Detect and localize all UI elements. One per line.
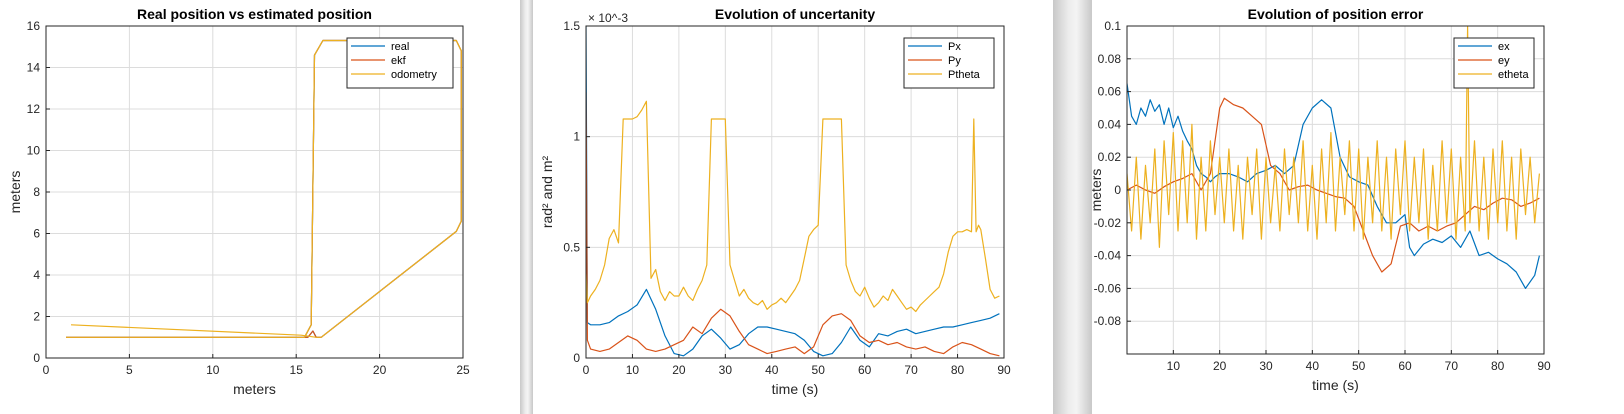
x-tick-label: 50	[1352, 359, 1366, 373]
legend-label-ey: ey	[1498, 55, 1510, 67]
y-tick-label: 0	[573, 351, 580, 365]
y-tick-label: 0.5	[563, 240, 580, 254]
legend-label-etheta: etheta	[1498, 69, 1529, 81]
y-tick-label: 0	[33, 351, 40, 365]
panel-divider-2	[1053, 0, 1092, 414]
legend-label-ex: ex	[1498, 41, 1510, 53]
y-tick-label: 6	[33, 227, 40, 241]
x-tick-label: 40	[1306, 359, 1320, 373]
y-tick-label: 10	[27, 144, 41, 158]
chart-title: Evolution of uncertanity	[715, 6, 875, 22]
y-axis-exponent: × 10^-3	[588, 11, 628, 25]
y-tick-label: 1.5	[563, 19, 580, 33]
x-tick-label: 50	[812, 363, 826, 377]
x-tick-label: 30	[1259, 359, 1273, 373]
series-line-Py	[586, 92, 1000, 357]
plot-area	[1127, 26, 1540, 289]
y-axis-label: meters	[7, 171, 23, 214]
x-tick-label: 80	[1491, 359, 1505, 373]
y-tick-label: 0.06	[1098, 85, 1122, 99]
x-tick-label: 40	[765, 363, 779, 377]
legend-label-Px: Px	[948, 41, 961, 53]
x-tick-label: 15	[290, 363, 304, 377]
x-tick-label: 20	[1213, 359, 1227, 373]
chart-2-svg: 0 10 20 30 40 50 60 70 80 90 0 0.5 1 1.5 Evolution of …	[539, 6, 1011, 397]
legend-label-Py: Py	[948, 55, 961, 67]
y-tick-label: 16	[27, 19, 41, 33]
x-tick-label: 60	[858, 363, 872, 377]
x-tick-label: 0	[583, 363, 590, 377]
legend-label-real: real	[391, 41, 409, 53]
series-line-odometry	[66, 39, 462, 338]
x-tick-label: 90	[1537, 359, 1551, 373]
legend: ex ey etheta	[1453, 37, 1535, 89]
y-tick-label: -0.02	[1094, 216, 1122, 230]
legend-label-Ptheta: Ptheta	[948, 69, 981, 81]
x-tick-label: 5	[126, 363, 133, 377]
x-axis-label: time (s)	[772, 381, 819, 397]
y-tick-label: 14	[27, 61, 41, 75]
chart-panel-2: 0 10 20 30 40 50 60 70 80 90 0 0.5 1 1.5 Evolution of …	[533, 0, 1053, 414]
y-tick-label: 12	[27, 102, 41, 116]
series-line-etheta	[1127, 26, 1540, 248]
x-tick-label: 30	[719, 363, 733, 377]
x-tick-label: 25	[456, 363, 470, 377]
legend-label-odometry: odometry	[391, 69, 437, 81]
x-tick-label: 20	[672, 363, 686, 377]
chart-3-svg: 10 20 30 40 50 60 70 80 90 -0.08 -0.06 -0.04 -0.02 0 0…	[1092, 6, 1551, 393]
chart-title: Real position vs estimated position	[137, 6, 372, 22]
x-tick-label: 80	[951, 363, 965, 377]
x-tick-label: 70	[904, 363, 918, 377]
x-tick-label: 20	[373, 363, 387, 377]
plot-area	[66, 39, 462, 338]
y-tick-label: 4	[33, 268, 40, 282]
x-tick-label: 60	[1398, 359, 1412, 373]
y-axis-label: meters	[1092, 169, 1104, 212]
chart-panel-1: 0 5 10 15 20 25 0 2 4 6 8 10 12 14 16 Real position vs …	[0, 0, 520, 414]
x-tick-label: 70	[1445, 359, 1459, 373]
y-tick-label: -0.04	[1094, 249, 1122, 263]
chart-title: Evolution of position error	[1248, 6, 1424, 22]
y-tick-label: 0	[1114, 183, 1121, 197]
y-tick-label: -0.08	[1094, 314, 1122, 328]
legend-label-ekf: ekf	[391, 55, 407, 67]
panel-divider-1	[520, 0, 533, 414]
x-tick-label: 10	[206, 363, 220, 377]
y-tick-label: 1	[573, 130, 580, 144]
axes-box	[585, 25, 1005, 359]
chart-1-svg: 0 5 10 15 20 25 0 2 4 6 8 10 12 14 16 Real position vs …	[7, 6, 470, 397]
series-line-Px	[586, 26, 1000, 357]
y-tick-label: 0.04	[1098, 117, 1122, 131]
chart-panel-3: 10 20 30 40 50 60 70 80 90 -0.08 -0.06 -0.04 -0.02 0 0…	[1092, 0, 1624, 414]
y-axis-label: rad² and m²	[539, 155, 555, 228]
legend: real ekf odometry	[346, 37, 454, 89]
y-tick-label: 0.1	[1104, 19, 1121, 33]
x-tick-label: 10	[626, 363, 640, 377]
y-tick-label: 0.08	[1098, 52, 1122, 66]
x-tick-label: 90	[997, 363, 1011, 377]
series-line-Ptheta	[586, 100, 1000, 313]
y-tick-label: -0.06	[1094, 281, 1122, 295]
x-axis-label: time (s)	[1312, 377, 1359, 393]
x-tick-label: 10	[1167, 359, 1181, 373]
legend: Px Py Ptheta	[903, 37, 995, 89]
x-axis-label: meters	[233, 381, 276, 397]
y-tick-label: 2	[33, 310, 40, 324]
y-tick-label: 0.02	[1098, 150, 1122, 164]
x-tick-label: 0	[43, 363, 50, 377]
plot-area	[586, 26, 1000, 357]
y-tick-label: 8	[33, 185, 40, 199]
